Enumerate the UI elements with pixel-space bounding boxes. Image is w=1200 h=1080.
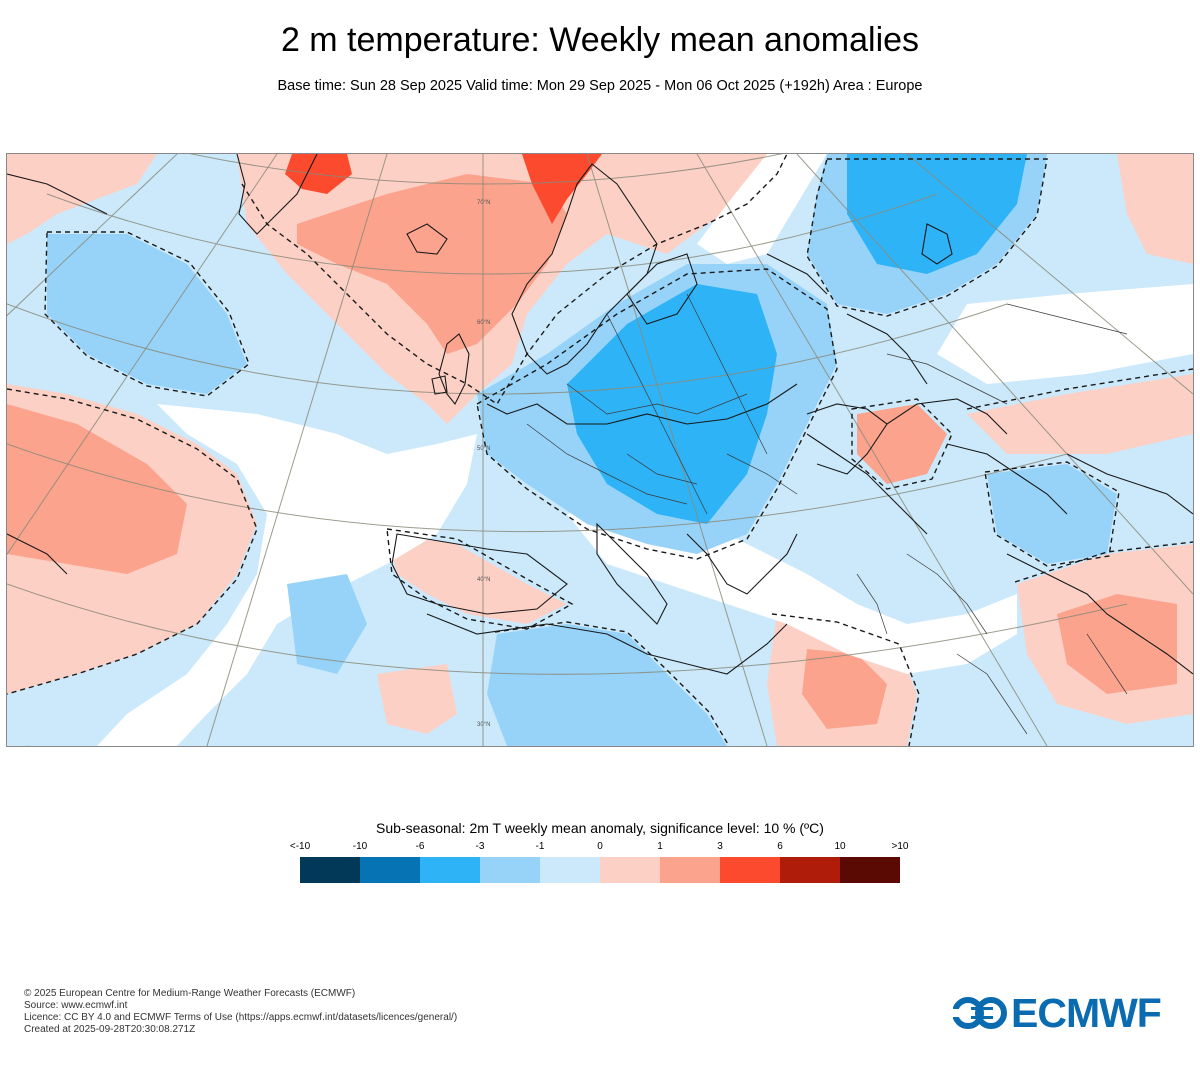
legend-ticks: <-10 -10 -6 -3 -1 0 1 3 6 10 >10 xyxy=(290,841,909,855)
graticule-label-30n: 30°N xyxy=(477,722,490,728)
footer-credits: © 2025 European Centre for Medium-Range … xyxy=(24,988,457,1036)
warm-region-iberia-south xyxy=(387,534,567,624)
footer-created: Created at 2025-09-28T20:30:08.271Z xyxy=(24,1024,196,1035)
legend-swatch xyxy=(360,857,420,883)
neutral-band-north xyxy=(697,154,827,264)
legend-swatch xyxy=(840,857,900,883)
warm-region-caucasus xyxy=(967,374,1193,454)
chart-subtitle: Base time: Sun 28 Sep 2025 Valid time: M… xyxy=(277,78,923,94)
legend-tick: <-10 xyxy=(289,841,311,852)
graticule-label-70n: 70°N xyxy=(477,200,490,206)
warm-region-sahara-core xyxy=(802,649,887,729)
graticule-label-40n: 40°N xyxy=(477,577,490,583)
legend-swatch xyxy=(420,857,480,883)
graticule-label-50n: 50°N xyxy=(477,446,490,452)
legend-swatch xyxy=(300,857,360,883)
legend-swatch xyxy=(720,857,780,883)
ecmwf-logo[interactable]: ECMWF xyxy=(953,990,1183,1036)
map-canvas: 70°N 60°N 50°N 40°N 30°N xyxy=(7,154,1193,746)
footer-copyright: © 2025 European Centre for Medium-Range … xyxy=(24,988,356,999)
cold-region-russia-core xyxy=(847,154,1027,274)
cold-region-central-europe-core xyxy=(567,284,777,524)
legend-tick: 3 xyxy=(717,841,723,852)
warm-region-atlantic-core xyxy=(7,404,187,574)
legend-tick: 6 xyxy=(777,841,783,852)
significance-contours xyxy=(7,154,1193,746)
footer-source: Source: www.ecmwf.int xyxy=(24,1000,128,1011)
country-borders xyxy=(526,293,1128,735)
anomaly-map[interactable]: 70°N 60°N 50°N 40°N 30°N xyxy=(6,153,1194,747)
neutral-band-atlantic xyxy=(97,404,477,746)
legend-swatch xyxy=(660,857,720,883)
chart-title: 2 m temperature: Weekly mean anomalies xyxy=(280,21,920,59)
footer-licence: Licence: CC BY 4.0 and ECMWF Terms of Us… xyxy=(24,1012,458,1023)
hot-spot-scandinavia xyxy=(522,154,602,224)
warm-region-norwegian-sea xyxy=(297,174,567,354)
warm-region-west-africa xyxy=(377,664,457,734)
cold-region-iberia-west xyxy=(287,574,367,674)
graticule-labels: 70°N 60°N 50°N 40°N 30°N xyxy=(477,200,490,728)
warm-region-northwest xyxy=(7,154,157,244)
legend-tick: >10 xyxy=(891,841,909,852)
legend-title: Sub-seasonal: 2m T weekly mean anomaly, … xyxy=(376,820,824,836)
legend-tick: -6 xyxy=(415,841,425,852)
legend-tick: -1 xyxy=(535,841,545,852)
legend-tick: 10 xyxy=(834,841,846,852)
neutral-band-east xyxy=(937,284,1193,384)
cold-region-north-africa xyxy=(487,624,727,746)
warm-region-arabia-core xyxy=(1057,594,1177,694)
warm-region-turkey xyxy=(857,404,947,484)
legend-tick: -10 xyxy=(352,841,368,852)
cold-region-iraq xyxy=(987,464,1117,564)
legend-tick: 0 xyxy=(597,841,603,852)
ecmwf-logo-text: ECMWF xyxy=(1011,990,1162,1036)
legend-swatch xyxy=(780,857,840,883)
ecmwf-logo-icon xyxy=(953,997,1007,1029)
cold-region-atlantic xyxy=(47,234,247,394)
legend-tick: 1 xyxy=(657,841,663,852)
legend-swatch xyxy=(600,857,660,883)
legend-swatch xyxy=(540,857,600,883)
graticule-label-60n: 60°N xyxy=(477,320,490,326)
legend-swatch xyxy=(480,857,540,883)
warm-region-northeast xyxy=(1117,154,1193,264)
legend-tick: -3 xyxy=(475,841,485,852)
legend-colorbar xyxy=(300,857,900,883)
